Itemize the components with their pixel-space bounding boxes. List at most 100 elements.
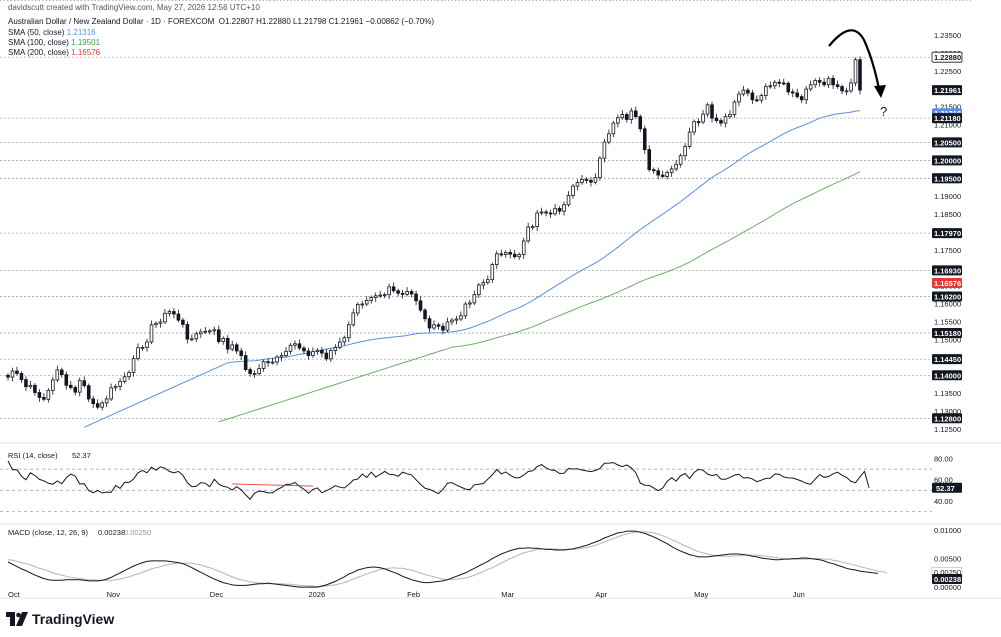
candle-down — [647, 149, 652, 171]
price-label-text: 1.16200 — [934, 292, 961, 301]
candle-up — [486, 279, 490, 283]
candle-down — [441, 325, 445, 331]
candle-up — [207, 330, 212, 333]
price-label-box — [931, 51, 963, 63]
macd-axis-tick: 0.00500 — [934, 555, 961, 564]
candle-up — [311, 351, 315, 356]
candle-up — [517, 254, 521, 258]
candle-up — [382, 294, 387, 297]
candle-up — [154, 322, 158, 326]
candle-down — [60, 369, 64, 375]
macd-value-label: 0.00238 — [934, 575, 961, 584]
candle-up — [194, 333, 199, 340]
candle-up — [481, 282, 486, 286]
time-axis-tick: Mar — [501, 590, 514, 599]
candle-down — [414, 293, 418, 302]
candle-up — [199, 331, 203, 335]
sma200-value: 1.16576 — [71, 48, 101, 57]
price-label-box — [932, 85, 962, 96]
candle-up — [338, 341, 342, 348]
candle-down — [508, 252, 513, 255]
candle-up — [701, 113, 705, 123]
candle-up — [190, 338, 194, 341]
candle-up — [342, 337, 347, 343]
logo-text: TradingView — [32, 611, 115, 627]
candle-down — [822, 81, 826, 86]
candle-up — [51, 379, 55, 391]
candle-up — [692, 121, 696, 133]
candle-up — [687, 131, 692, 147]
candle-up — [315, 349, 320, 353]
candle-up — [104, 398, 109, 404]
candle-down — [858, 59, 862, 91]
candle-down — [777, 81, 782, 84]
candle-up — [279, 355, 284, 358]
sma100-legend[interactable]: SMA (100, close) 1.19501 — [8, 38, 100, 48]
candle-up — [844, 90, 849, 93]
price-label-box — [932, 113, 962, 124]
rsi-divergence-line — [232, 483, 313, 487]
sma50-value: 1.21316 — [66, 28, 96, 37]
candle-up — [109, 387, 113, 400]
candle-up — [602, 141, 607, 159]
macd-title-value: 0.00238 — [98, 528, 125, 537]
price-axis-tick: 1.13500 — [934, 389, 961, 398]
time-axis-tick: May — [694, 590, 708, 599]
candle-up — [768, 85, 773, 88]
price-label-text: 1.15180 — [934, 329, 961, 338]
rsi-axis-tick: 40.00 — [934, 497, 953, 506]
candle-up — [764, 86, 768, 96]
sma100-line — [218, 171, 861, 423]
time-axis-tick: 2026 — [308, 590, 325, 599]
price-label-text: 1.16930 — [934, 266, 961, 275]
candle-up — [387, 286, 391, 296]
price-axis-tick: 1.15000 — [934, 335, 961, 344]
candle-up — [450, 319, 454, 323]
candle-up — [490, 264, 495, 281]
candle-up — [611, 122, 616, 135]
rsi-axis-tick: 80.00 — [934, 455, 953, 464]
price-label-text: 1.21180 — [934, 114, 961, 123]
candle-up — [580, 178, 584, 183]
price-label-box — [932, 370, 962, 381]
candle-up — [131, 358, 136, 373]
candle-up — [351, 312, 356, 326]
candle-down — [795, 92, 800, 97]
price-label-box — [932, 137, 962, 148]
ohlc-values: O1.22807 H1.22880 L1.21798 C1.21961 −0.0… — [218, 17, 435, 26]
candle-down — [33, 384, 37, 393]
candle-up — [826, 77, 831, 86]
sma50-legend[interactable]: SMA (50, close) 1.21316 — [8, 28, 96, 38]
candle-up — [355, 303, 360, 314]
time-axis-tick: Feb — [407, 590, 420, 599]
candle-down — [557, 207, 562, 212]
candle-down — [427, 318, 432, 329]
price-axis-tick: 1.21000 — [934, 121, 961, 130]
tradingview-logo[interactable]: TradingView — [6, 611, 114, 627]
price-label-box — [932, 328, 962, 339]
candle-down — [234, 344, 239, 352]
candle-up — [741, 89, 746, 95]
candle-down — [790, 91, 795, 94]
candle-up — [445, 321, 450, 331]
candle-up — [252, 373, 257, 375]
candle-up — [369, 297, 374, 301]
candle-down — [714, 117, 719, 121]
candle-up — [494, 253, 499, 266]
price-axis-tick: 1.22500 — [934, 67, 961, 76]
candle-up — [203, 330, 208, 333]
macd-signal-label: 0.00250 — [934, 568, 961, 577]
candle-down — [239, 350, 243, 356]
price-label-text: 1.19500 — [934, 174, 961, 183]
candle-down — [499, 253, 504, 256]
candle-down — [91, 398, 95, 405]
candle-up — [373, 295, 378, 298]
sma200-legend[interactable]: SMA (200, close) 1.16576 — [8, 48, 100, 58]
candle-up — [46, 389, 51, 400]
candle-down — [512, 253, 517, 258]
candle-down — [589, 180, 593, 183]
question-mark: ? — [880, 104, 887, 119]
candle-down — [73, 387, 78, 393]
candle-down — [306, 350, 311, 356]
candle-up — [270, 361, 275, 364]
